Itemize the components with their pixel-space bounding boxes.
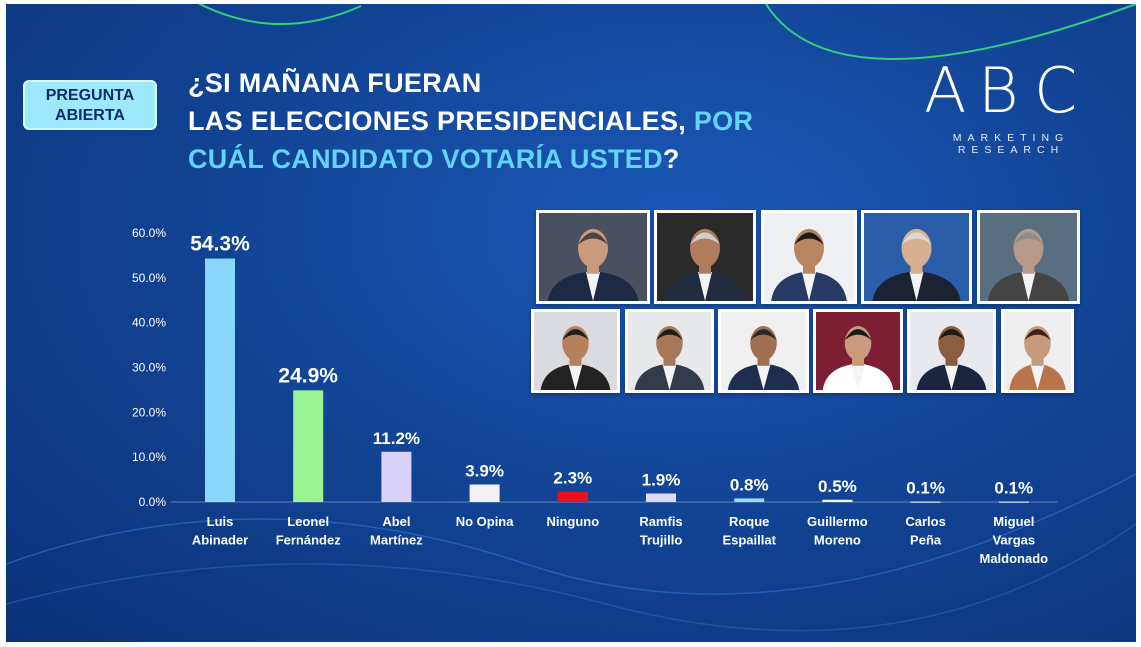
title-line-2: LAS ELECCIONES PRESIDENCIALES, POR — [188, 102, 888, 140]
title-line-3-highlight: CUÁL CANDIDATO VOTARÍA USTED — [188, 144, 663, 174]
data-label: 0.5% — [818, 477, 857, 496]
x-tick-label: Leonel — [287, 514, 329, 529]
x-tick-label: Carlos — [905, 514, 945, 529]
candidate-photo-11 — [1001, 309, 1074, 393]
x-tick-label: Moreno — [814, 533, 861, 548]
logo-letter-c: C — [1034, 54, 1078, 127]
y-tick-label: 10.0% — [132, 450, 166, 464]
candidate-photo-8 — [718, 309, 809, 393]
open-question-tag: PREGUNTA ABIERTA — [23, 80, 157, 130]
x-tick-label: Ninguno — [546, 514, 599, 529]
decor-arc-right — [765, 4, 1136, 60]
bar — [910, 501, 941, 503]
data-label: 11.2% — [373, 429, 420, 448]
y-tick-label: 0.0% — [139, 495, 167, 509]
x-tick-label: Miguel — [993, 514, 1034, 529]
y-axis: 60.0% 50.0% 40.0% 30.0% 20.0% 10.0% 0.0% — [132, 226, 166, 509]
x-tick-label: No Opina — [456, 514, 515, 529]
portrait-image — [721, 312, 806, 390]
category-labels: Luis Abinader Leonel Fernández Abel Martínez N… — [192, 514, 1048, 566]
x-tick-label: Abinader — [192, 533, 248, 548]
candidate-photo-3 — [761, 210, 857, 304]
candidate-photo-10 — [907, 309, 996, 393]
x-tick-label: Espaillat — [722, 533, 776, 548]
portrait-image — [1004, 312, 1071, 390]
data-label: 2.3% — [553, 469, 592, 488]
portrait-image — [980, 213, 1077, 301]
data-label: 0.1% — [994, 479, 1033, 498]
logo-letter-a: A — [924, 54, 967, 127]
y-tick-label: 50.0% — [132, 271, 166, 285]
portrait-image — [764, 213, 854, 301]
candidate-photo-6 — [531, 309, 620, 393]
bar — [557, 491, 588, 502]
title-line-1: ¿SI MAÑANA FUERAN — [188, 68, 482, 98]
logo-letter-b: B — [978, 54, 1019, 127]
data-label: 54.3% — [190, 233, 250, 256]
portrait-image — [816, 312, 900, 390]
x-tick-label: Martínez — [370, 533, 423, 548]
decor-arc-left — [197, 4, 362, 25]
title-line-3-white: ? — [662, 144, 680, 174]
y-tick-label: 30.0% — [132, 361, 166, 375]
y-tick-label: 40.0% — [132, 316, 166, 330]
x-tick-label: Fernández — [276, 533, 342, 548]
title-line-2-highlight: POR — [693, 106, 754, 136]
data-label: 0.1% — [906, 479, 945, 498]
x-tick-label: Peña — [910, 533, 942, 548]
candidate-photo-4 — [861, 210, 972, 304]
bar — [469, 484, 500, 502]
tag-line-1: PREGUNTA — [45, 87, 135, 104]
x-tick-label: Luis — [207, 514, 234, 529]
title-line-2-white: LAS ELECCIONES PRESIDENCIALES, — [188, 106, 694, 136]
portrait-image — [910, 312, 993, 390]
y-tick-label: 60.0% — [132, 226, 166, 240]
candidate-photo-1 — [536, 210, 650, 304]
bars — [205, 258, 1029, 503]
portrait-image — [864, 213, 969, 301]
decor-wave-1 — [6, 473, 1136, 595]
x-tick-label: Roque — [729, 514, 769, 529]
background-decoration — [6, 4, 1136, 632]
portrait-image — [539, 213, 647, 301]
x-tick-label: Abel — [382, 514, 410, 529]
candidate-photo-9 — [813, 309, 903, 393]
tag-line-2: ABIERTA — [55, 107, 125, 124]
data-label: 0.8% — [730, 475, 769, 494]
logo-subtitle-1: MARKETING — [952, 132, 1070, 144]
candidate-photo-7 — [625, 309, 714, 393]
bar — [293, 390, 324, 502]
portrait-image — [657, 213, 753, 301]
bar — [646, 493, 676, 502]
portrait-image — [628, 312, 711, 390]
logo-subtitle-2: RESEARCH — [957, 144, 1065, 156]
bar — [381, 451, 412, 502]
bar — [998, 501, 1029, 503]
value-labels: 54.3% 24.9% 11.2% 3.9% 2.3% 1.9% 0.8% 0.5% 0.1% 0… — [190, 233, 1033, 498]
portrait-image — [534, 312, 617, 390]
data-label: 3.9% — [465, 462, 504, 481]
bar — [734, 498, 765, 502]
x-tick-label: Vargas — [992, 533, 1035, 548]
bar-chart: 60.0% 50.0% 40.0% 30.0% 20.0% 10.0% 0.0% 54.3%… — [132, 226, 1058, 566]
title-line-3: CUÁL CANDIDATO VOTARÍA USTED? — [188, 140, 888, 178]
bar — [205, 258, 235, 502]
x-tick-label: Ramfis — [639, 514, 682, 529]
x-tick-label: Guillermo — [807, 514, 868, 529]
y-tick-label: 20.0% — [132, 405, 166, 419]
x-tick-label: Trujillo — [640, 533, 683, 548]
abc-logo: A B C MARKETING RESEARCH — [916, 56, 1116, 166]
decor-wave-2 — [6, 523, 1136, 632]
data-label: 1.9% — [642, 470, 681, 489]
candidate-photo-5 — [977, 210, 1080, 304]
candidate-photo-2 — [654, 210, 756, 304]
x-tick-label: Maldonado — [979, 551, 1048, 566]
data-label: 24.9% — [278, 364, 338, 387]
page-title: ¿SI MAÑANA FUERAN LAS ELECCIONES PRESIDE… — [188, 64, 888, 178]
slide-panel: PREGUNTA ABIERTA ¿SI MAÑANA FUERAN LAS E… — [6, 4, 1136, 642]
bar — [822, 499, 853, 502]
